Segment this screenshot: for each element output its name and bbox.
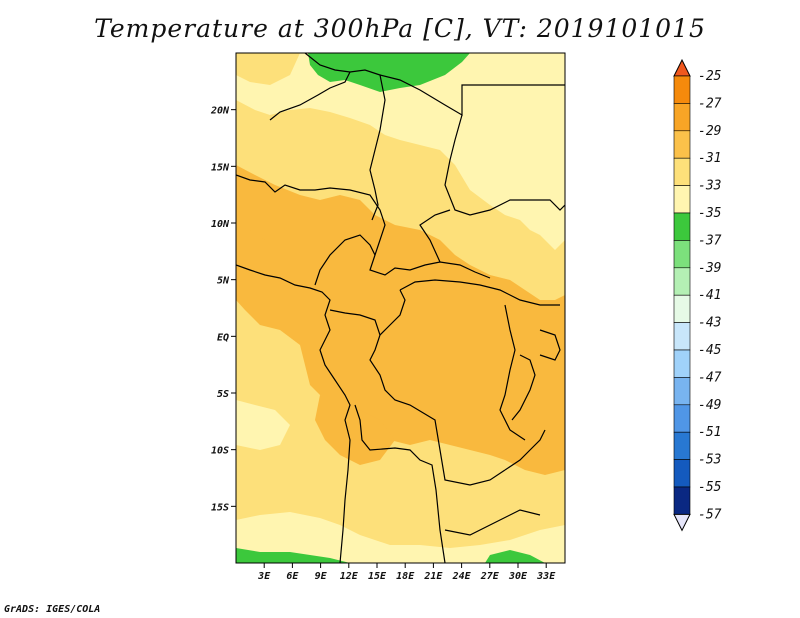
colorbar-bottom-arrow	[673, 513, 691, 532]
colorbar-swatch	[673, 377, 691, 406]
y-tick-label: EQ	[217, 332, 229, 343]
band-minus31-minus29-west	[236, 225, 285, 280]
x-tick-label: 6E	[286, 571, 299, 582]
colorbar-level-label: -35	[698, 206, 722, 221]
map-title: Temperature at 300hPa [C], VT: 201910101…	[94, 14, 706, 43]
colorbar-level-label: -27	[698, 96, 722, 111]
colorbar-level-label: -45	[698, 343, 722, 358]
x-tick-label: 15E	[368, 571, 387, 582]
credit-text: GrADS: IGES/COLA	[4, 604, 101, 615]
colorbar-level-label: -33	[698, 179, 721, 194]
colorbar-level-label: -31	[698, 151, 721, 166]
colorbar-level-label: -51	[698, 425, 721, 440]
band-minus37-minus35-top	[308, 53, 470, 92]
y-tick-label: 10S	[211, 446, 229, 457]
colorbar-swatch	[673, 130, 691, 159]
map-frame	[235, 52, 566, 564]
colorbar-level-label: -49	[698, 398, 721, 413]
x-tick-label: 33E	[536, 571, 556, 582]
band-minus37-minus35-bottom-east	[485, 550, 545, 563]
y-tick-label: 20N	[210, 106, 230, 117]
colorbar-top-arrow	[673, 58, 691, 77]
x-tick-label: 27E	[480, 571, 500, 582]
colorbar-swatch	[673, 431, 691, 460]
band-minus31-minus29-central	[236, 165, 565, 475]
colorbar-swatch	[673, 240, 691, 269]
colorbar-swatch	[673, 459, 691, 488]
x-tick-label: 30E	[508, 571, 528, 582]
y-tick-label: 15S	[211, 502, 229, 513]
x-tick-label: 18E	[396, 571, 415, 582]
colorbar-swatch	[673, 294, 691, 323]
colorbar-level-label: -39	[698, 261, 721, 276]
colorbar-level-label: -25	[698, 69, 722, 84]
colorbar-swatch	[673, 267, 691, 296]
temperature-field	[236, 53, 565, 563]
colorbar-swatch	[673, 404, 691, 433]
band-minus35-minus33-north	[236, 53, 565, 250]
colorbar-swatch	[673, 349, 691, 378]
y-tick-label: 5N	[217, 276, 230, 287]
colorbar-swatch	[673, 75, 691, 104]
colorbar-level-label: -47	[698, 370, 722, 385]
y-tick-label: 15N	[211, 162, 230, 173]
y-axis-ticks: 20N 15N 10N 5N EQ 5S 10S 15S	[210, 106, 236, 513]
x-tick-label: 24E	[452, 571, 472, 582]
colorbar-swatch	[673, 185, 691, 214]
x-tick-label: 3E	[257, 571, 271, 582]
band-minus31-minus29-southwest	[315, 395, 395, 465]
colorbar-level-label: -41	[698, 288, 721, 303]
colorbar-level-label: -43	[698, 316, 721, 331]
country-borders	[236, 53, 565, 563]
colorbar: -25 -27 -29 -31 -33 -35 -37 -39 -41 -43 -45 -47 -49 -…	[673, 58, 722, 532]
colorbar-level-label: -55	[698, 480, 722, 495]
colorbar-level-label: -53	[698, 453, 721, 468]
colorbar-swatch	[673, 157, 691, 186]
colorbar-level-label: -29	[698, 124, 721, 139]
colorbar-swatch	[673, 322, 691, 351]
band-minus35-minus33-sw-patch	[236, 400, 290, 450]
x-tick-label: 21E	[423, 571, 443, 582]
x-axis-ticks: 3E 6E 9E 12E 15E 18E 21E 24E 27E 30E 33E	[257, 563, 556, 582]
y-tick-label: 5S	[217, 389, 229, 400]
colorbar-swatch	[673, 103, 691, 132]
colorbar-level-label: -37	[698, 233, 722, 248]
colorbar-level-label: -57	[698, 507, 722, 522]
colorbar-swatch	[673, 486, 691, 515]
colorbar-swatch	[673, 212, 691, 241]
x-tick-label: 12E	[340, 571, 359, 582]
band-minus37-minus35-bottom	[236, 548, 350, 563]
y-tick-label: 10N	[211, 219, 230, 230]
band-minus35-minus33-south	[236, 512, 565, 563]
band-minus35-minus33-nw	[236, 53, 300, 85]
x-tick-label: 9E	[315, 571, 328, 582]
